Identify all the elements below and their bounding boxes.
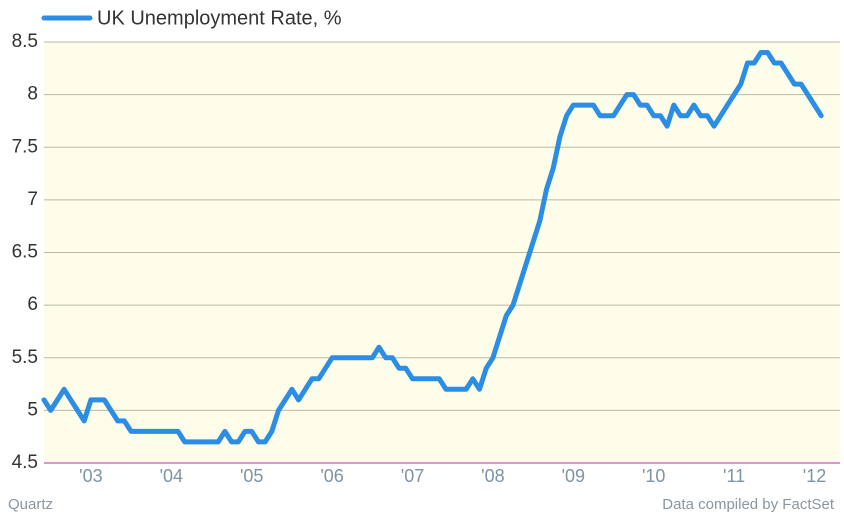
y-tick-label: 5.5 [12, 347, 38, 368]
source-left: Quartz [8, 496, 53, 513]
y-tick-label: 7.5 [12, 136, 38, 157]
x-tick-label: '10 [642, 466, 665, 486]
x-tick-label: '05 [240, 466, 263, 486]
series-line [41, 50, 824, 445]
legend-label: UK Unemployment Rate, % [97, 7, 342, 29]
x-tick-label: '11 [723, 466, 745, 486]
x-tick-label: '07 [401, 466, 424, 486]
x-tick-label: '12 [803, 466, 826, 486]
y-tick-label: 5 [27, 399, 38, 420]
y-tick-label: 6 [27, 294, 38, 315]
x-tick-label: '09 [562, 466, 585, 486]
y-tick-label: 8 [27, 84, 38, 105]
source-right: Data compiled by FactSet [662, 496, 835, 513]
y-tick-label: 8.5 [12, 31, 38, 52]
y-tick-label: 7 [27, 189, 38, 210]
x-tick-label: '08 [481, 466, 504, 486]
x-tick-label: '04 [160, 466, 183, 486]
y-tick-label: 6.5 [12, 242, 38, 263]
x-tick-label: '06 [320, 466, 343, 486]
y-tick-label: 4.5 [12, 452, 38, 473]
x-tick-label: '03 [79, 466, 102, 486]
